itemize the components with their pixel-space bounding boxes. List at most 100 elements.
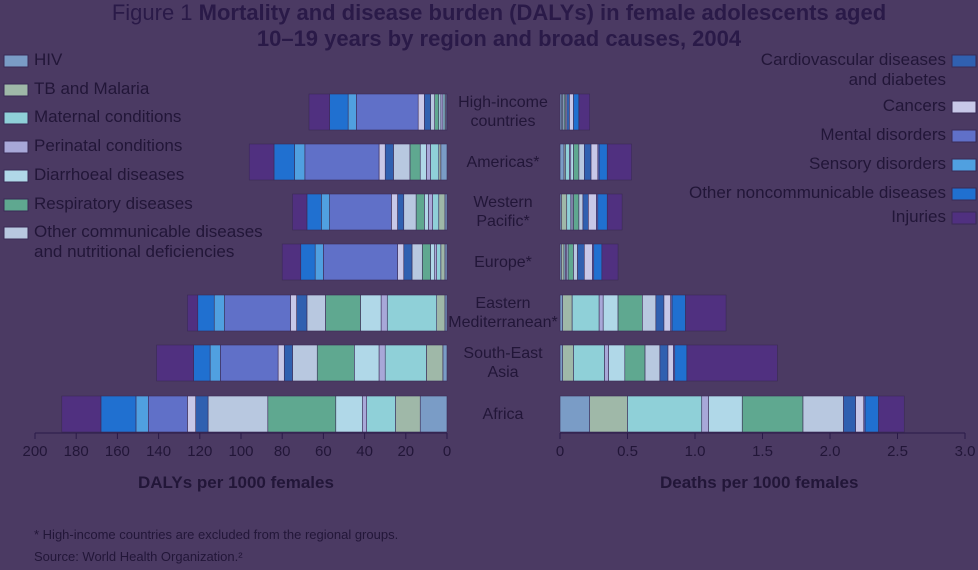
category-label: Americas*: [466, 153, 540, 171]
bar-segment: [321, 193, 330, 231]
legend-label: Sensory disorders: [808, 154, 946, 173]
bar-segment: [606, 143, 632, 181]
legend-label: HIV: [34, 50, 63, 69]
bar-segment: [148, 395, 188, 433]
legend-swatch: [3, 54, 29, 68]
bar-segment: [411, 243, 423, 281]
x-axis-label: Deaths per 1000 females: [660, 473, 859, 492]
bar-segment: [428, 193, 433, 231]
category-label: South-East Asia: [463, 345, 543, 382]
bar-segment: [347, 93, 357, 131]
bar-segment: [292, 344, 318, 382]
legend-label: Perinatal conditions: [34, 136, 183, 155]
bar-segment: [655, 294, 665, 332]
bar-segment: [378, 143, 386, 181]
bar-segment: [378, 344, 386, 382]
legend-label: Maternal conditions: [34, 107, 182, 126]
bar-segment: [559, 344, 564, 382]
bar-segment: [419, 143, 427, 181]
legend-swatch: [951, 129, 977, 143]
bar-segment: [582, 193, 589, 231]
footnote: * High-income countries are excluded fro…: [34, 527, 399, 542]
bar-segment: [601, 243, 619, 281]
bar-segment: [426, 143, 431, 181]
bar-segment: [135, 395, 149, 433]
bar-segment: [598, 143, 608, 181]
x-tick-label: 20: [397, 443, 415, 460]
bar-segment: [438, 143, 442, 181]
bar-segment: [209, 344, 221, 382]
bar-segment: [624, 344, 646, 382]
bar-segment: [440, 243, 446, 281]
x-tick-label: 100: [228, 443, 254, 460]
bar-segment: [583, 143, 592, 181]
bar-segment: [686, 344, 778, 382]
bar-segment: [415, 193, 425, 231]
bar-segment: [573, 344, 605, 382]
x-tick-label: 2.5: [887, 443, 908, 460]
bar-segment: [267, 395, 337, 433]
bar-segment: [561, 193, 568, 231]
bar-segment: [193, 344, 211, 382]
bar-segment: [283, 344, 293, 382]
legend-swatch: [3, 140, 29, 154]
bar-segment: [397, 243, 405, 281]
bar-segment: [578, 143, 585, 181]
legend-swatch: [3, 111, 29, 125]
bar-segment: [606, 193, 623, 231]
x-tick-label: 1.0: [684, 443, 706, 460]
bar-segment: [300, 243, 316, 281]
bar-segment: [436, 243, 442, 281]
bar-segment: [578, 93, 591, 131]
bar-segment: [296, 294, 308, 332]
bar-segment: [356, 93, 419, 131]
legend-swatch: [951, 187, 977, 201]
bar-segment: [562, 344, 574, 382]
bar-segment: [644, 344, 661, 382]
legend-label: Other communicable diseases and nutritio…: [34, 222, 263, 262]
bar-segment: [617, 294, 643, 332]
bar-segment: [593, 243, 603, 281]
legend-swatch: [951, 158, 977, 172]
bar-segment: [417, 93, 425, 131]
bar-segment: [589, 395, 628, 433]
bar-segment: [61, 395, 102, 433]
bar-segment: [588, 193, 597, 231]
bar-segment: [397, 193, 405, 231]
bar-segment: [573, 193, 580, 231]
bar-segment: [602, 294, 619, 332]
bar-segment: [573, 143, 580, 181]
legend-label: Mental disorders: [820, 125, 946, 144]
bar-segment: [314, 243, 324, 281]
legend-swatch: [951, 100, 977, 114]
bar-segment: [434, 93, 440, 131]
bar-segment: [674, 344, 688, 382]
bar-segment: [440, 93, 444, 131]
bar-segment: [325, 294, 361, 332]
bar-segment: [362, 395, 367, 433]
bar-segment: [294, 143, 306, 181]
legend-swatch: [3, 83, 29, 97]
bar-segment: [384, 344, 427, 382]
legend-swatch: [3, 169, 29, 183]
bar-segment: [701, 395, 709, 433]
bar-segment: [843, 395, 856, 433]
bar-segment: [590, 143, 599, 181]
bar-segment: [577, 243, 585, 281]
x-axis-label: DALYs per 1000 females: [138, 473, 334, 492]
x-tick-label: 0.5: [617, 443, 638, 460]
x-tick-label: 160: [104, 443, 130, 460]
bar-segment: [426, 344, 444, 382]
bar-segment: [741, 395, 804, 433]
legend-swatch: [951, 54, 977, 68]
bar-segment: [570, 143, 574, 181]
x-tick-label: 60: [315, 443, 332, 460]
bar-segment: [213, 294, 225, 332]
bar-segment: [627, 395, 703, 433]
bar-segment: [384, 143, 394, 181]
legend-label: TB and Malaria: [34, 79, 150, 98]
x-tick-label: 0: [442, 443, 452, 460]
bar-segment: [430, 93, 435, 131]
legend-label: Diarrhoeal diseases: [34, 165, 185, 184]
